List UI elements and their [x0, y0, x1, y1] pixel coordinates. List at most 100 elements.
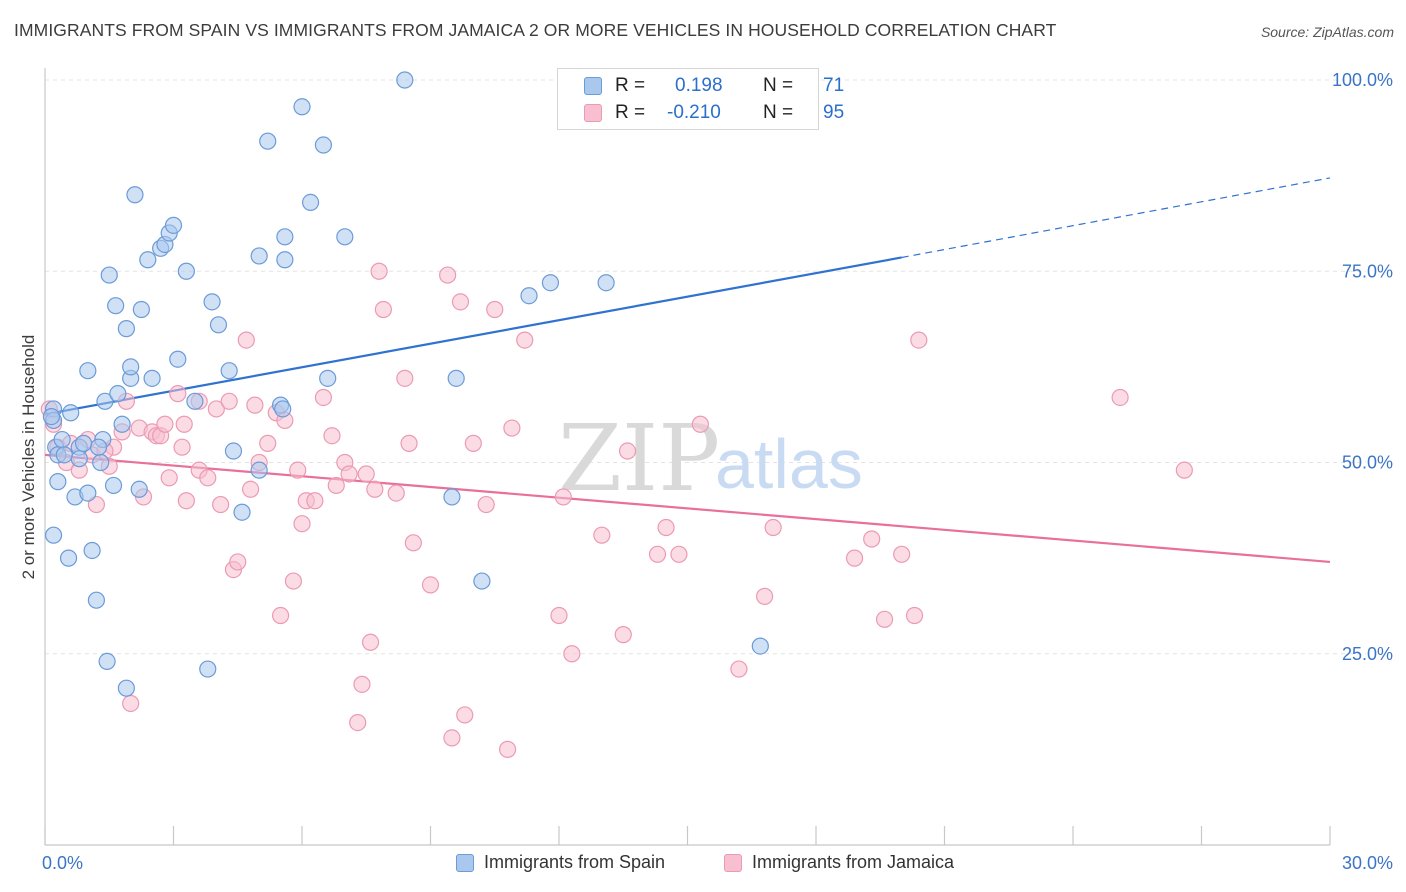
axes-layer	[44, 68, 1331, 846]
jamaica-point	[160, 469, 178, 487]
spain-point	[301, 193, 320, 211]
n-label: N =	[763, 102, 794, 123]
spain-trend-extension	[901, 177, 1331, 259]
jamaica-swatch	[584, 104, 602, 122]
jamaica-point	[173, 438, 191, 456]
spain-point	[139, 251, 157, 269]
spain-point	[113, 415, 131, 433]
spain-point	[169, 350, 187, 368]
spain-point	[130, 480, 148, 498]
spain-point	[203, 293, 221, 311]
spain-point	[96, 392, 114, 410]
spain-point	[62, 404, 80, 422]
spain-r-value: 0.198	[675, 75, 723, 96]
watermark: ZIP atlas	[558, 405, 863, 512]
jamaica-point	[361, 633, 380, 651]
y-tick-label: 25.0%	[1342, 644, 1393, 664]
watermark-atlas: atlas	[715, 425, 863, 503]
spain-point	[107, 297, 125, 315]
points-layer	[40, 71, 1193, 758]
jamaica-point	[456, 706, 474, 724]
spain-point	[541, 274, 560, 292]
spain-point	[109, 385, 127, 403]
spain-point	[100, 266, 118, 284]
r-label: R =	[615, 75, 646, 96]
spain-point	[44, 526, 63, 544]
jamaica-point	[177, 492, 195, 510]
x-tick-label: 0.0%	[42, 853, 83, 873]
jamaica-point	[443, 729, 461, 747]
spain-point	[117, 320, 135, 338]
spain-point	[336, 228, 354, 246]
jamaica-point	[387, 484, 405, 502]
r-label: R =	[615, 102, 646, 123]
jamaica-point	[563, 645, 581, 663]
y-tick-label: 50.0%	[1342, 453, 1393, 473]
spain-point	[98, 652, 116, 671]
spain-point	[751, 637, 769, 655]
spain-point	[92, 453, 110, 472]
jamaica-point	[87, 495, 106, 514]
spain-point	[87, 591, 106, 609]
jamaica-point	[293, 515, 311, 533]
jamaica-point	[593, 526, 611, 544]
jamaica-point	[516, 331, 534, 349]
jamaica-point	[323, 427, 341, 445]
spain-point	[122, 358, 140, 376]
jamaica-point	[845, 549, 864, 567]
jamaica-point	[554, 488, 572, 506]
y-tick-label: 100.0%	[1332, 70, 1393, 90]
jamaica-point	[439, 266, 457, 284]
legend-jamaica-swatch	[724, 853, 742, 872]
spain-point	[597, 274, 615, 292]
legend-item-jamaica[interactable]: Immigrants from Jamaica	[724, 852, 954, 873]
jamaica-point	[314, 388, 333, 407]
jamaica-point	[259, 434, 277, 452]
jamaica-point	[550, 606, 568, 625]
legend-jamaica-label: Immigrants from Jamaica	[752, 852, 955, 872]
spain-point	[443, 488, 461, 506]
legend-item-spain[interactable]: Immigrants from Spain	[456, 852, 665, 873]
spain-point	[117, 679, 135, 697]
jamaica-point	[503, 419, 521, 437]
jamaica-point	[357, 465, 375, 483]
jamaica-point	[1111, 388, 1129, 407]
jamaica-point	[237, 331, 255, 349]
spain-point	[250, 247, 268, 265]
jamaica-point	[169, 385, 187, 403]
spain-point	[274, 400, 292, 418]
spain-point	[177, 262, 195, 280]
tick-label-layer: 25.0% 50.0% 75.0% 100.0% 0.0% 30.0%	[42, 70, 1393, 873]
x-tick-label: 30.0%	[1342, 853, 1393, 873]
jamaica-point	[1175, 461, 1193, 479]
jamaica-point	[421, 576, 440, 594]
spain-point	[233, 503, 251, 521]
spain-point	[209, 316, 228, 334]
spain-point	[447, 369, 465, 387]
spain-point	[55, 446, 73, 464]
spain-point	[70, 450, 88, 468]
jamaica-point	[863, 530, 881, 548]
spain-point	[132, 300, 150, 319]
spain-point	[74, 434, 93, 452]
jamaica-point	[271, 606, 290, 625]
spain-n-value: 71	[823, 75, 845, 96]
spain-point	[276, 251, 294, 269]
jamaica-point	[229, 553, 247, 571]
spain-point	[473, 572, 491, 590]
jamaica-point	[486, 300, 504, 319]
jamaica-point	[246, 396, 264, 414]
spain-point	[293, 98, 311, 116]
source-credit: Source: ZipAtlas.com	[1260, 24, 1394, 40]
spain-point	[79, 484, 97, 502]
spain-point	[259, 132, 277, 150]
spain-point	[59, 549, 78, 567]
stats-legend-box: R = 0.198 N = 71 R = -0.210 N = 95	[557, 68, 844, 130]
jamaica-point	[207, 400, 225, 418]
chart-title: IMMIGRANTS FROM SPAIN VS IMMIGRANTS FROM…	[14, 20, 1057, 40]
jamaica-point	[199, 469, 217, 487]
spain-point	[143, 369, 161, 387]
jamaica-point	[657, 518, 675, 537]
jamaica-point	[730, 660, 748, 678]
